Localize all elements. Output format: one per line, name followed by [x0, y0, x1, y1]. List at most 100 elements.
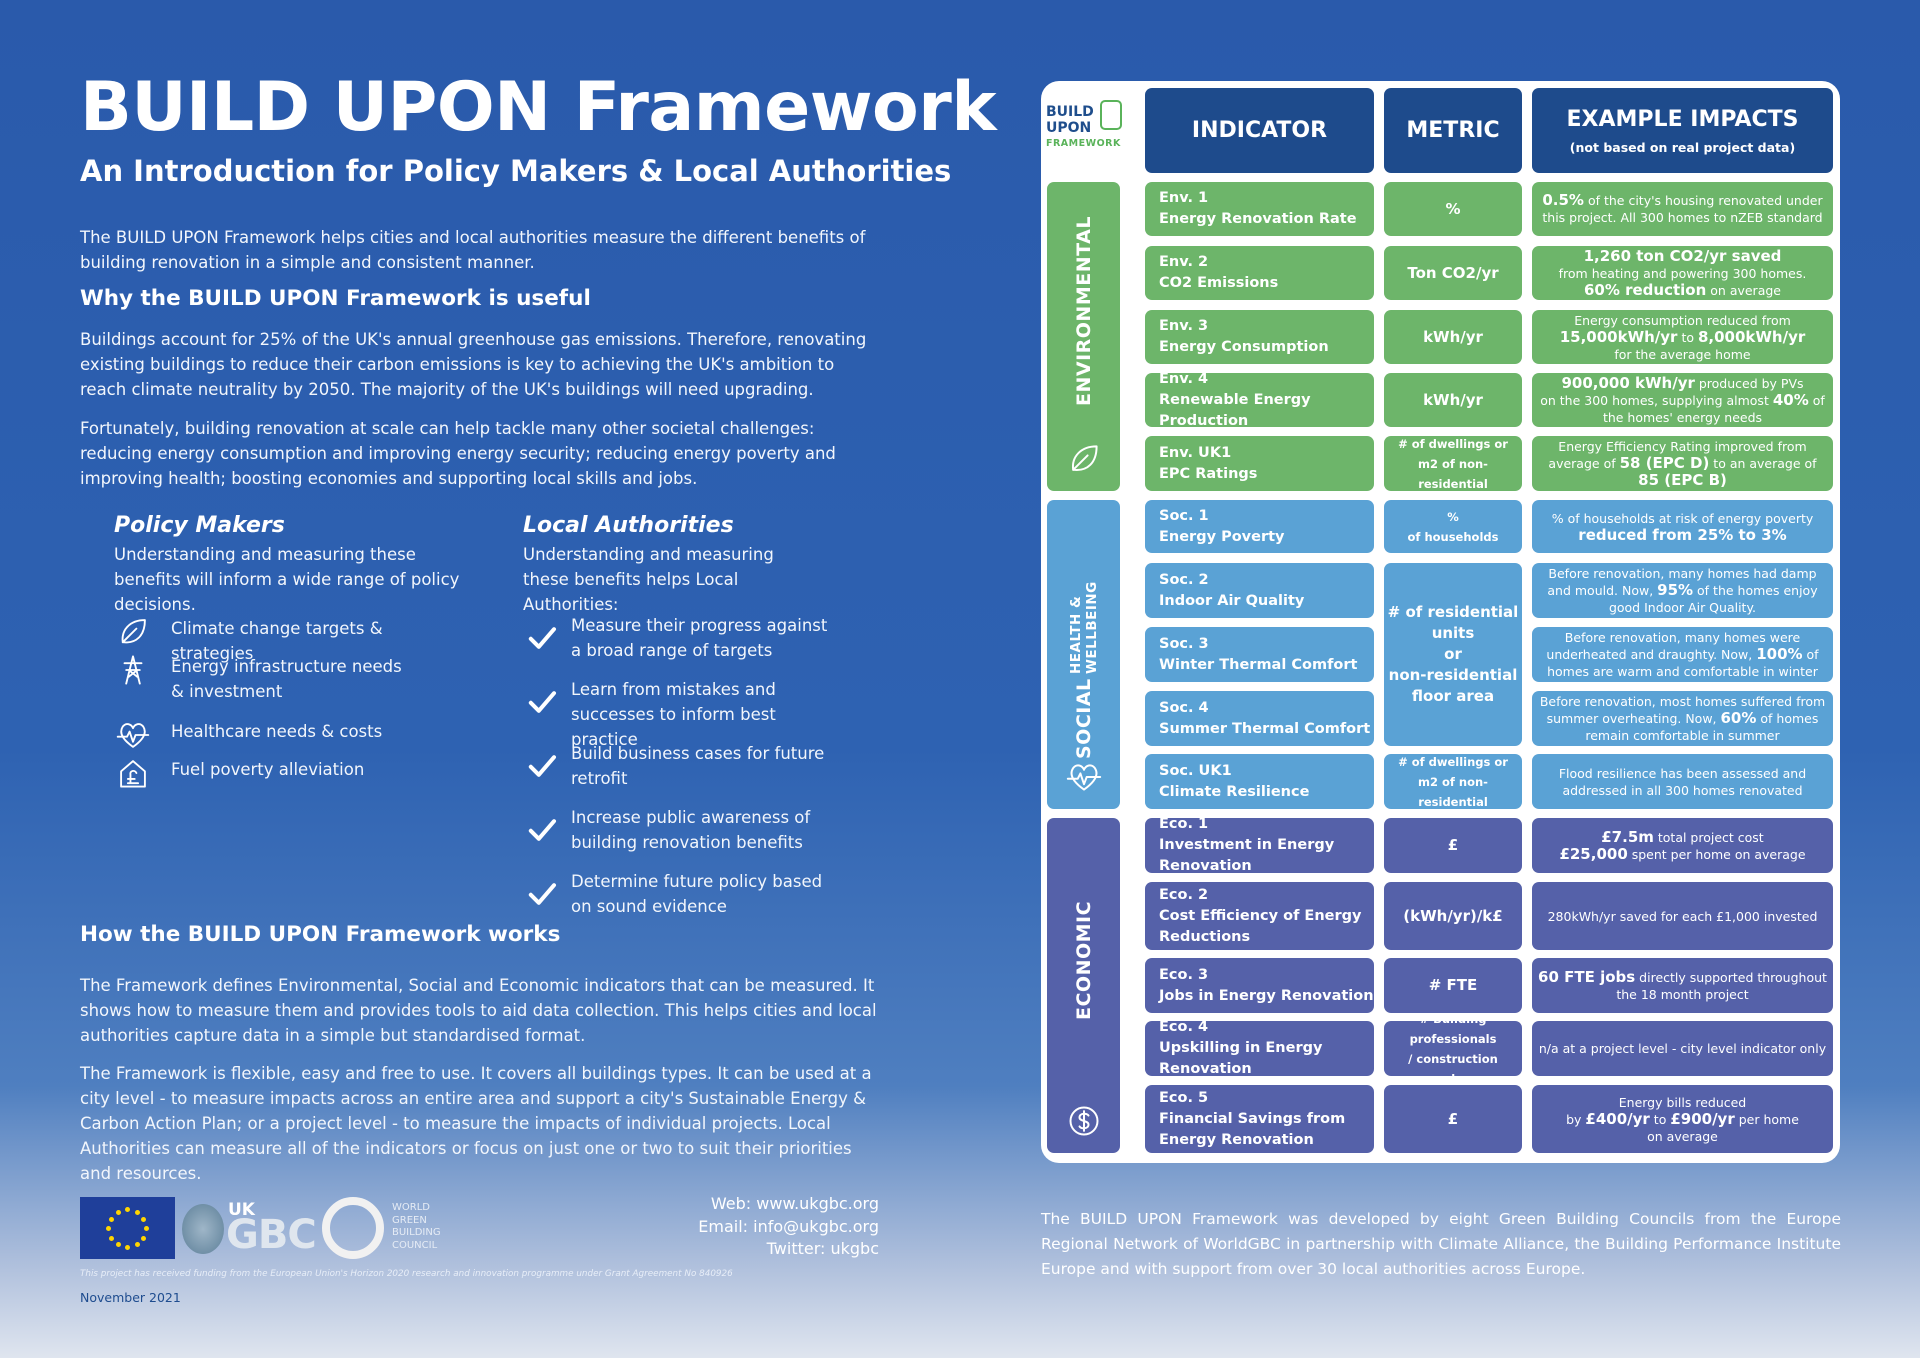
- check-icon: [526, 750, 558, 782]
- impact-part: Before renovation, many homes were under…: [1546, 630, 1801, 662]
- indicator-cell: Eco. 1 Investment in Energy Renovation: [1145, 816, 1374, 874]
- impact-part: directly supported throughout the 18 mon…: [1616, 969, 1827, 1002]
- group-label: ENVIRONMENTAL: [1073, 182, 1095, 441]
- impact-text: Flood resilience has been assessed and a…: [1538, 765, 1827, 799]
- indicator-code: Eco. 5: [1159, 1089, 1209, 1106]
- checklist-item: Determine future policy based on sound e…: [571, 872, 823, 916]
- impact-part: n/a at a project level - city level indi…: [1538, 1041, 1827, 1056]
- metric-cell: # of dwellings or m2 of non-residential: [1384, 754, 1522, 809]
- indicator-code: Soc. 1: [1159, 507, 1209, 524]
- group-name: SOCIAL: [1072, 678, 1095, 759]
- indicator-cell: Env. 1 Energy Renovation Rate: [1145, 182, 1374, 236]
- indicator-cell: Eco. 3 Jobs in Energy Renovation: [1145, 958, 1374, 1013]
- metric-cell: % of households: [1384, 500, 1522, 553]
- indicator-code: Env. 2: [1159, 254, 1209, 270]
- impact-highlight: £900/yr: [1670, 1109, 1735, 1128]
- header-text: INDICATOR: [1191, 118, 1328, 143]
- section-heading: Why the BUILD UPON Framework is useful: [80, 286, 591, 311]
- logo-text: BUILDING: [392, 1227, 441, 1238]
- indicator-name: Energy Consumption: [1159, 339, 1329, 355]
- indicator-cell: Eco. 4 Upskilling in Energy Renovation: [1145, 1019, 1374, 1077]
- indicator-cell: Soc. 2 Indoor Air Quality: [1145, 563, 1374, 618]
- impact-part: from heating and powering 300 homes.: [1558, 265, 1807, 281]
- indicator-name: EPC Ratings: [1159, 465, 1258, 482]
- impact-cell: n/a at a project level - city level indi…: [1532, 1021, 1833, 1076]
- impact-part: of the city's housing renovated under th…: [1542, 193, 1823, 225]
- logo-text: UK: [228, 1200, 255, 1220]
- indicator-name: CO2 Emissions: [1159, 275, 1279, 291]
- impact-cell: Energy Efficiency Rating improved from a…: [1532, 436, 1833, 491]
- impact-text: 0.5% of the city's housing renovated und…: [1538, 192, 1827, 226]
- check-icon: [526, 878, 558, 910]
- indicator-name: Jobs in Energy Renovation: [1159, 987, 1374, 1004]
- item-icon-svg: [121, 619, 146, 644]
- indicator-name: Energy Poverty: [1159, 528, 1285, 545]
- impact-highlight: 60 FTE jobs: [1538, 967, 1636, 986]
- header-cell: METRIC: [1384, 88, 1522, 173]
- paragraph: The Framework defines Environmental, Soc…: [80, 976, 877, 1045]
- group-name: ECONOMIC: [1072, 900, 1095, 1021]
- metric-cell: # of residential units or non-residentia…: [1384, 563, 1522, 746]
- impact-cell: £7.5m total project cost £25,000 spent p…: [1532, 818, 1833, 873]
- impact-cell: Before renovation, most homes suffered f…: [1532, 691, 1833, 746]
- contact: Email: info@ukgbc.org: [698, 1216, 879, 1236]
- indicator-cell: Soc. 4 Summer Thermal Comfort: [1145, 691, 1374, 746]
- indicator-name: Financial Savings from Energy Renovation: [1159, 1110, 1346, 1148]
- metric-cell: %: [1384, 182, 1522, 236]
- column-text: Understanding and measuring these benefi…: [523, 545, 774, 614]
- check-icon-svg: [528, 883, 556, 905]
- impact-text: 60 FTE jobs directly supported throughou…: [1538, 967, 1827, 1003]
- logo-word: BUILD: [1046, 104, 1094, 120]
- impact-highlight: 60%: [1720, 709, 1757, 727]
- indicator-cell: Env. 4 Renewable Energy Production: [1145, 371, 1374, 429]
- logo-text: GBC: [226, 1212, 317, 1258]
- impact-part: produced by PVs on the 300 homes, supply…: [1540, 375, 1804, 408]
- title: BUILD UPON Framework: [80, 68, 997, 147]
- indicator-code: Eco. 3: [1159, 966, 1209, 983]
- logo-word: FRAMEWORK: [1046, 138, 1121, 149]
- impact-highlight: 58 (EPC D): [1619, 454, 1710, 472]
- subtitle: An Introduction for Policy Makers & Loca…: [80, 154, 952, 188]
- star: [141, 1216, 147, 1222]
- impact-part: Before renovation, most homes suffered f…: [1539, 694, 1826, 726]
- group-icon-svg: [1069, 1106, 1098, 1136]
- impact-part: % of households at risk of energy povert…: [1551, 510, 1814, 526]
- metric-cell: (kWh/yr)/k£: [1384, 882, 1522, 950]
- indicator-cell: Eco. 5 Financial Savings from Energy Reno…: [1145, 1085, 1374, 1153]
- impact-highlight: £400/yr: [1585, 1109, 1650, 1128]
- indicator-name: Upskilling in Energy Renovation: [1159, 1040, 1323, 1077]
- indicator-code: Env. UK1: [1159, 444, 1232, 461]
- checklist-item: Learn from mistakes and successes to inf…: [571, 680, 776, 749]
- metric-cell: kWh/yr: [1384, 373, 1522, 427]
- metric-cell: # FTE: [1384, 958, 1522, 1013]
- impact-highlight: 95%: [1657, 581, 1694, 599]
- impact-text: 900,000 kWh/yr produced by PVs on the 30…: [1538, 373, 1827, 426]
- impact-cell: 900,000 kWh/yr produced by PVs on the 30…: [1532, 373, 1833, 427]
- header-cell: EXAMPLE IMPACTS (not based on real projec…: [1532, 88, 1833, 173]
- impact-text: Energy consumption reduced from 15,000kW…: [1560, 312, 1806, 363]
- policy-item: Climate change targets & strategies: [171, 619, 383, 663]
- funding-note: This project has received funding from t…: [80, 1269, 733, 1279]
- indicator-name: Climate Resilience: [1159, 783, 1310, 800]
- column-heading: Policy Makers: [114, 513, 285, 538]
- impact-highlight: 40%: [1772, 390, 1809, 409]
- impact-cell: 1,260 ton CO2/yr saved from heating and …: [1532, 246, 1833, 300]
- contact: Twitter: ukgbc: [766, 1239, 879, 1258]
- checklist-item: Measure their progress against a broad r…: [571, 616, 828, 660]
- indicator-code: Soc. UK1: [1159, 762, 1232, 779]
- star: [108, 1216, 114, 1222]
- metric-cell: # of dwellings or m2 of non-residential: [1384, 436, 1522, 491]
- item-icon-svg: [123, 655, 143, 685]
- impact-highlight: 900,000 kWh/yr: [1561, 373, 1695, 392]
- impact-text: Before renovation, many homes were under…: [1538, 629, 1827, 680]
- impact-cell: 60 FTE jobs directly supported throughou…: [1532, 958, 1833, 1013]
- impact-part: of the homes' energy needs: [1602, 392, 1825, 425]
- logo-text: GREEN: [392, 1214, 427, 1226]
- item-icon: [116, 653, 150, 687]
- item-icon-svg: [120, 760, 146, 788]
- impact-part: of the homes enjoy good Indoor Air Quali…: [1608, 583, 1818, 615]
- indicator-code: Eco. 1: [1159, 816, 1209, 832]
- impact-part: 280kWh/yr saved for each £1,000 invested: [1547, 908, 1818, 924]
- impact-cell: Energy bills reduced by £400/yr to £900/…: [1532, 1085, 1833, 1153]
